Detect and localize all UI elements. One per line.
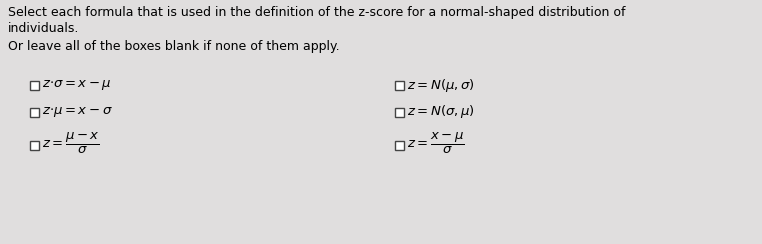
- Bar: [30, 81, 39, 90]
- Text: $z=N(\mu,\sigma)$: $z=N(\mu,\sigma)$: [407, 77, 475, 93]
- Bar: [30, 141, 39, 150]
- Text: individuals.: individuals.: [8, 22, 79, 35]
- Text: $z=N(\sigma,\mu)$: $z=N(\sigma,\mu)$: [407, 103, 475, 121]
- Text: Select each formula that is used in the definition of the z-score for a normal-s: Select each formula that is used in the …: [8, 6, 626, 19]
- Text: $z{\cdot}\mu=x-\sigma$: $z{\cdot}\mu=x-\sigma$: [42, 105, 113, 119]
- Text: $z=\dfrac{\mu-x}{\sigma}$: $z=\dfrac{\mu-x}{\sigma}$: [42, 131, 100, 156]
- Text: $z=\dfrac{x-\mu}{\sigma}$: $z=\dfrac{x-\mu}{\sigma}$: [407, 131, 465, 156]
- Bar: [395, 108, 404, 117]
- Bar: [395, 81, 404, 90]
- Bar: [395, 141, 404, 150]
- Text: $z{\cdot}\sigma=x-\mu$: $z{\cdot}\sigma=x-\mu$: [42, 78, 112, 92]
- Text: Or leave all of the boxes blank if none of them apply.: Or leave all of the boxes blank if none …: [8, 40, 340, 53]
- Bar: [30, 108, 39, 117]
